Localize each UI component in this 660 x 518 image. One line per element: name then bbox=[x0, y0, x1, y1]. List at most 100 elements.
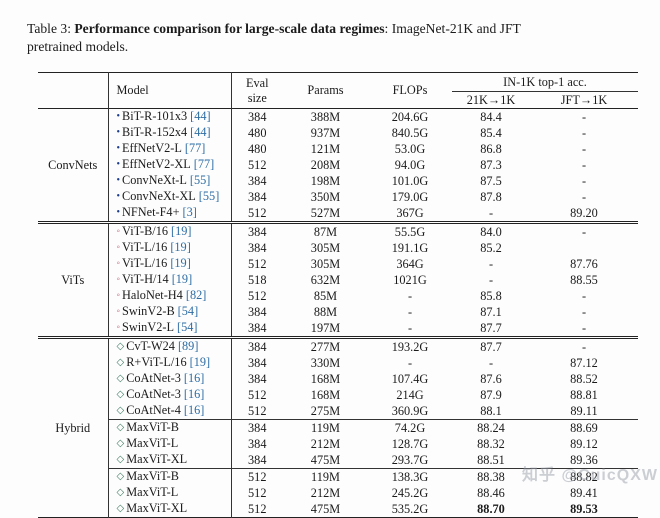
cell-accjft: - bbox=[581, 125, 587, 140]
cell-acc21k: 87.9 bbox=[480, 387, 502, 402]
cell-flops: 364G bbox=[396, 256, 424, 271]
cell-accjft: 88.52 bbox=[570, 371, 598, 386]
cell-flops: 193.2G bbox=[368, 336, 452, 355]
cell-params: 330M bbox=[310, 355, 341, 370]
cell-eval: 384 bbox=[248, 452, 267, 467]
cell-model: ◇ MaxViT-L bbox=[108, 436, 232, 452]
cell-model: ◇ MaxViT-L bbox=[108, 485, 232, 501]
caption-label: Table 3: bbox=[27, 21, 75, 36]
cell-eval: 384 bbox=[248, 109, 267, 124]
cell-accjft: - bbox=[530, 336, 638, 355]
cell-eval: 384 bbox=[248, 436, 267, 451]
cell-flops: 245.2G bbox=[391, 485, 429, 500]
cell-acc21k: 87.6 bbox=[480, 371, 502, 386]
cell-acc21k: - bbox=[488, 355, 494, 370]
caption-bold-title: Performance comparison for large-scale d… bbox=[74, 21, 385, 36]
cell-eval: 384 bbox=[248, 173, 267, 188]
cell-params: 121M bbox=[310, 141, 341, 156]
cell-flops: 179.0G bbox=[391, 189, 429, 204]
cell-eval: 512 bbox=[231, 468, 283, 485]
cell-eval: 384 bbox=[248, 355, 267, 370]
cell-flops: 840.5G bbox=[391, 125, 429, 140]
model-name: MaxViT-L bbox=[126, 485, 179, 499]
table-caption: Table 3: Performance comparison for larg… bbox=[27, 20, 639, 55]
cell-model: • NFNet-F4+ [3] bbox=[108, 205, 232, 223]
model-name: CoAtNet-3 bbox=[126, 387, 181, 401]
model-name: ConvNeXt-XL bbox=[122, 189, 196, 203]
cell-accjft: - bbox=[581, 288, 587, 303]
cell-eval: 384 bbox=[248, 304, 267, 319]
cell-accjft: 88.69 bbox=[530, 419, 638, 436]
cell-model: • EffNetV2-L [77] bbox=[108, 141, 232, 157]
citation-link: [16] bbox=[183, 371, 205, 385]
table-row: • ConvNeXt-L [55] 384 198M 101.0G 87.5 - bbox=[38, 173, 638, 189]
model-name: MaxViT-B bbox=[126, 420, 179, 434]
table-row: ViTs ◦ ViT-B/16 [19] 384 87M 55.5G 84.0- bbox=[38, 221, 638, 338]
citation-link: [54] bbox=[177, 304, 199, 318]
cell-flops: - bbox=[407, 320, 413, 335]
table-row: ◦ HaloNet-H4 [82] 512 85M - 85.8 - bbox=[38, 288, 638, 304]
model-name: MaxViT-XL bbox=[126, 501, 188, 515]
group-marker-icon: ◦ bbox=[116, 306, 121, 317]
cell-params: 305M bbox=[310, 256, 341, 271]
table-row: ◇ MaxViT-L 384 212M 128.7G 88.32 89.12 bbox=[38, 436, 638, 452]
cell-flops: - bbox=[407, 304, 413, 319]
citation-link: [77] bbox=[184, 141, 206, 155]
table-row: ◇ MaxViT-L 512 212M 245.2G 88.46 89.41 bbox=[38, 485, 638, 501]
cell-accjft: - bbox=[581, 141, 587, 156]
cell-params: 475M bbox=[310, 452, 341, 467]
group-label: ViTs bbox=[38, 221, 109, 338]
model-name: ViT-H/14 bbox=[122, 272, 169, 286]
cell-model: ◦ ViT-B/16 [19] bbox=[108, 221, 232, 240]
model-name: R+ViT-L/16 bbox=[126, 355, 187, 369]
cell-accjft: - bbox=[581, 109, 587, 124]
group-marker-icon: • bbox=[116, 143, 121, 154]
citation-link: [19] bbox=[170, 240, 191, 254]
header-acc-jft: JFT→1K bbox=[560, 93, 608, 107]
model-name: EffNetV2-XL bbox=[122, 157, 191, 171]
cell-model: ◦ ViT-L/16 [19] bbox=[108, 256, 232, 272]
cell-params: 527M bbox=[310, 205, 341, 220]
model-name: SwinV2-L bbox=[122, 320, 174, 334]
cell-acc21k: 88.46 bbox=[477, 485, 505, 500]
citation-link: [19] bbox=[171, 224, 192, 238]
model-name: CvT-W24 bbox=[126, 339, 175, 353]
header-eval-line1: Eval bbox=[245, 75, 269, 90]
cell-model: ◇ CoAtNet-3 [16] bbox=[108, 387, 232, 403]
cell-accjft: 88.55 bbox=[570, 272, 598, 287]
model-name: CoAtNet-4 bbox=[126, 403, 181, 417]
citation-link: [16] bbox=[183, 403, 205, 417]
model-name: MaxViT-B bbox=[126, 469, 179, 483]
cell-params: 212M bbox=[310, 485, 341, 500]
cell-acc21k: 87.7 bbox=[452, 336, 530, 355]
citation-link: [89] bbox=[177, 339, 199, 353]
cell-acc21k: 84.4 bbox=[480, 109, 502, 124]
cell-accjft: - bbox=[581, 189, 587, 204]
model-name: ViT-L/16 bbox=[122, 240, 168, 254]
cell-model: ◇ CoAtNet-3 [16] bbox=[108, 371, 232, 387]
cell-acc21k: 88.24 bbox=[452, 419, 530, 436]
table-row: • ConvNeXt-XL [55] 384 350M 179.0G 87.8 - bbox=[38, 189, 638, 205]
table-row: Hybrid ◇ CvT-W24 [89] 384 277M 193.2G 87.7- bbox=[38, 336, 638, 518]
cell-eval: 512 bbox=[248, 387, 267, 402]
group-label: ConvNets bbox=[38, 108, 109, 223]
cell-model: ◇ MaxViT-B bbox=[108, 419, 232, 436]
group-marker-icon: ◇ bbox=[116, 471, 125, 482]
group-marker-icon: • bbox=[116, 175, 121, 186]
cell-params: 475M bbox=[310, 501, 341, 516]
cell-flops: 107.4G bbox=[391, 371, 429, 386]
cell-flops: 535.2G bbox=[391, 501, 429, 516]
cell-flops: 1021G bbox=[393, 272, 427, 287]
cell-accjft: 87.12 bbox=[570, 355, 598, 370]
group-marker-icon: ◇ bbox=[116, 357, 125, 368]
cell-params: 85M bbox=[313, 288, 338, 303]
table-row: • EffNetV2-L [77] 480 121M 53.0G 86.8 - bbox=[38, 141, 638, 157]
cell-model: ◦ ViT-H/14 [19] bbox=[108, 272, 232, 288]
cell-flops: 53.0G bbox=[394, 141, 426, 156]
cell-flops: 214G bbox=[396, 387, 424, 402]
cell-eval: 512 bbox=[248, 288, 267, 303]
cell-model: • ConvNeXt-L [55] bbox=[108, 173, 232, 189]
caption-line2: pretrained models. bbox=[27, 38, 129, 54]
cell-eval: 384 bbox=[248, 189, 267, 204]
citation-link: [19] bbox=[189, 355, 211, 369]
